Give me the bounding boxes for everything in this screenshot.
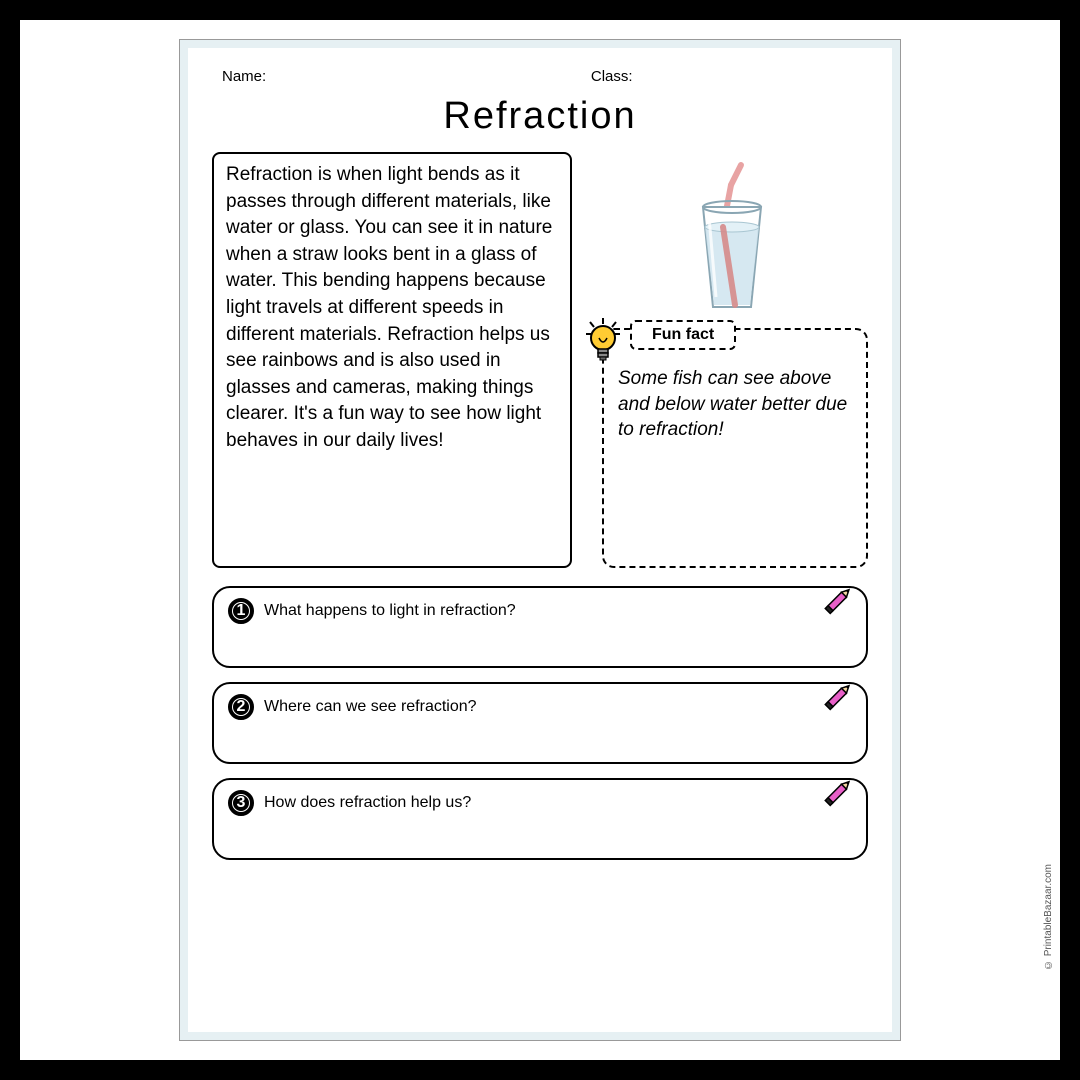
info-box: Refraction is when light bends as it pas… bbox=[212, 152, 572, 568]
question-text: What happens to light in refraction? bbox=[264, 602, 516, 620]
copyright: © PrintableBazaar.com bbox=[1043, 864, 1054, 970]
pencil-icon bbox=[818, 676, 858, 721]
worksheet-page: Name: Class: Refraction Refraction is wh… bbox=[180, 40, 900, 1040]
right-column: Fun fact Some fish can see above and bel… bbox=[588, 152, 868, 568]
pencil-icon bbox=[818, 580, 858, 625]
funfact-container: Fun fact Some fish can see above and bel… bbox=[588, 328, 868, 568]
lightbulb-icon bbox=[582, 316, 624, 373]
question-box-1: 1 What happens to light in refraction? bbox=[212, 586, 868, 668]
question-text: How does refraction help us? bbox=[264, 794, 471, 812]
question-number: 3 bbox=[228, 790, 254, 816]
mid-section: Refraction is when light bends as it pas… bbox=[212, 152, 868, 568]
question-text: Where can we see refraction? bbox=[264, 698, 477, 716]
pencil-icon bbox=[818, 772, 858, 817]
question-number: 1 bbox=[228, 598, 254, 624]
class-label: Class: bbox=[591, 68, 858, 85]
glass-straw-illustration bbox=[588, 152, 868, 322]
funfact-label: Fun fact bbox=[630, 320, 736, 350]
name-label: Name: bbox=[222, 68, 591, 85]
question-box-3: 3 How does refraction help us? bbox=[212, 778, 868, 860]
page-title: Refraction bbox=[212, 95, 868, 138]
funfact-box: Some fish can see above and below water … bbox=[602, 328, 868, 568]
header-row: Name: Class: bbox=[212, 66, 868, 93]
question-box-2: 2 Where can we see refraction? bbox=[212, 682, 868, 764]
outer-frame: © PrintableBazaar.com Name: Class: Refra… bbox=[20, 20, 1060, 1060]
questions-section: 1 What happens to light in refraction? bbox=[212, 586, 868, 860]
question-number: 2 bbox=[228, 694, 254, 720]
